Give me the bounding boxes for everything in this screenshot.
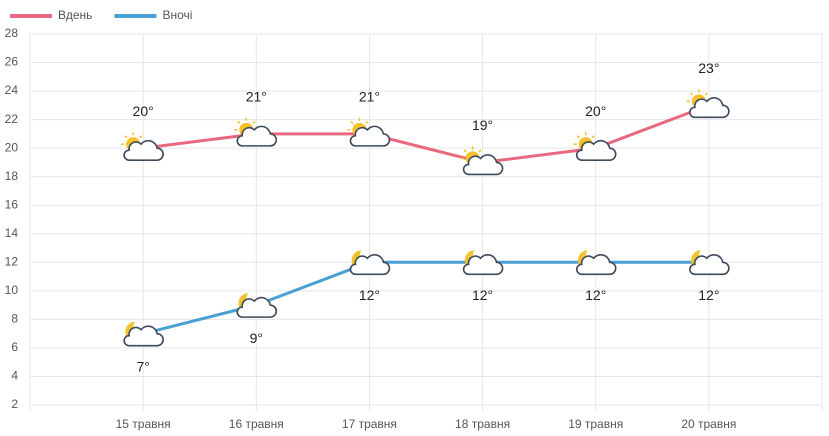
- y-tick-label: 2: [11, 397, 18, 411]
- x-tick-label: 17 травня: [342, 417, 397, 431]
- weather-icon: [121, 132, 164, 161]
- sun-ray: [350, 120, 354, 125]
- y-tick-label: 10: [5, 283, 19, 297]
- value-label: 12°: [698, 287, 719, 303]
- sun-ray: [591, 135, 595, 139]
- sun-ray: [365, 120, 369, 125]
- value-label: 9°: [250, 330, 263, 346]
- value-label: 7°: [136, 358, 149, 374]
- sun-ray: [138, 135, 143, 139]
- value-label: 12°: [585, 287, 606, 303]
- legend-label: Вдень: [58, 8, 92, 22]
- value-label: 12°: [359, 287, 380, 303]
- y-tick-label: 20: [5, 140, 19, 154]
- series-line: [142, 260, 709, 336]
- y-tick-label: 28: [5, 26, 19, 40]
- value-label: 19°: [472, 117, 493, 133]
- cloud: [123, 325, 164, 347]
- y-tick-label: 12: [5, 254, 19, 268]
- y-tick-label: 6: [11, 340, 18, 354]
- y-tick-label: 4: [11, 369, 18, 383]
- weather-icon: [234, 117, 278, 147]
- weather-icon: [460, 146, 504, 176]
- weather-icon: [575, 250, 617, 276]
- cloud: [462, 254, 504, 276]
- weather-icon: [236, 293, 278, 318]
- sun-ray: [124, 135, 128, 139]
- x-tick-label: 19 травня: [568, 417, 623, 431]
- x-tick-label: 16 травня: [229, 417, 284, 431]
- sun-ray: [576, 135, 580, 139]
- sun-ray: [252, 120, 256, 125]
- y-tick-label: 24: [5, 83, 19, 97]
- x-tick-label: 18 травня: [455, 417, 510, 431]
- cloud: [236, 296, 278, 318]
- sun-ray: [689, 92, 694, 96]
- cloud: [123, 139, 164, 161]
- y-tick-label: 16: [5, 197, 19, 211]
- value-label: 21°: [246, 89, 267, 105]
- x-tick-label: 20 травня: [681, 417, 736, 431]
- cloud: [349, 125, 391, 147]
- series-line: [142, 103, 710, 164]
- x-tick-label: 15 травня: [116, 417, 171, 431]
- cloud: [689, 254, 730, 276]
- value-label: 21°: [359, 89, 380, 105]
- y-tick-label: 8: [11, 312, 18, 326]
- sun-ray: [478, 149, 482, 153]
- y-tick-label: 26: [5, 55, 19, 69]
- cloud: [575, 254, 617, 276]
- weather-icon: [689, 250, 730, 276]
- weather-icon: [347, 117, 391, 147]
- value-label: 12°: [472, 287, 493, 303]
- y-tick-label: 14: [5, 226, 19, 240]
- weather-icon: [573, 132, 617, 161]
- weather-icon: [123, 321, 164, 347]
- y-tick-label: 22: [5, 112, 19, 126]
- cloud: [462, 154, 504, 176]
- cloud: [689, 97, 730, 119]
- cloud: [236, 125, 278, 147]
- sun-ray: [463, 149, 467, 153]
- cloud: [349, 254, 391, 276]
- sun-ray: [704, 92, 708, 96]
- weather-icon: [462, 250, 504, 276]
- weather-icon: [686, 89, 730, 119]
- y-tick-label: 18: [5, 169, 19, 183]
- legend-label: Вночі: [162, 8, 192, 22]
- cloud: [575, 139, 617, 161]
- value-label: 20°: [133, 103, 154, 119]
- sun-ray: [237, 120, 241, 125]
- weather-icon: [349, 250, 391, 276]
- value-label: 23°: [698, 60, 719, 76]
- value-label: 20°: [585, 103, 606, 119]
